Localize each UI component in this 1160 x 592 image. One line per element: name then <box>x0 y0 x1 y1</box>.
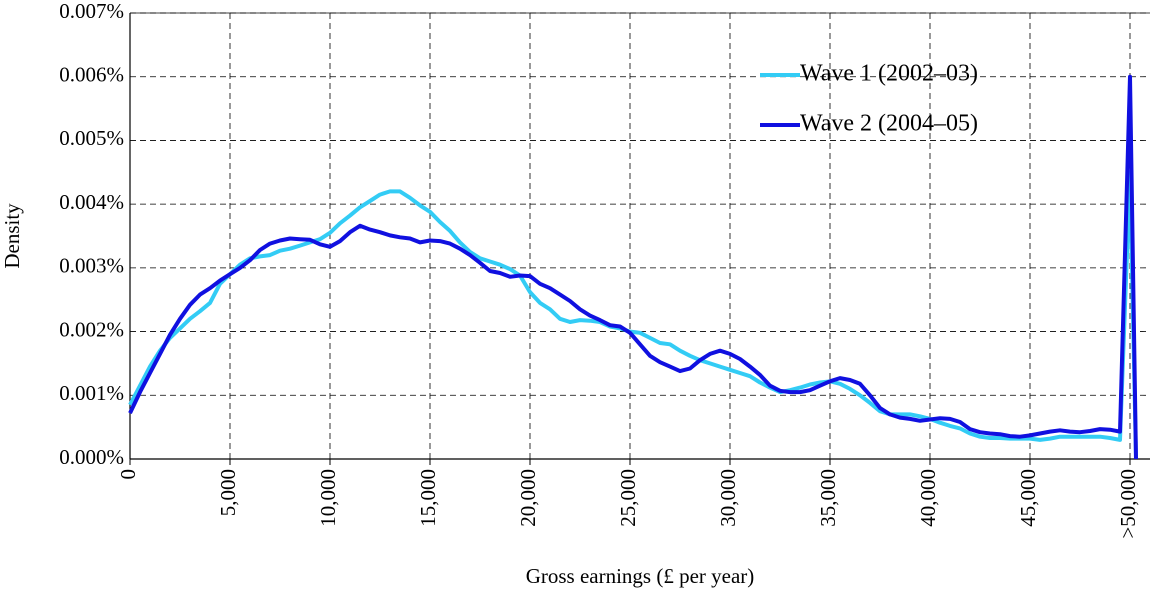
x-tick-label: 15,000 <box>416 469 440 527</box>
legend-label: Wave 1 (2002–03) <box>800 61 978 87</box>
series-line <box>128 170 1138 460</box>
x-tick-label: 25,000 <box>616 469 640 527</box>
y-tick-label: 0.007% <box>59 0 124 23</box>
y-tick-label: 0.004% <box>59 190 124 214</box>
legend-label: Wave 2 (2004–05) <box>800 111 978 137</box>
y-tick-label: 0.001% <box>59 381 124 405</box>
y-tick-label: 0.002% <box>59 317 124 341</box>
y-tick-label: 0.005% <box>59 126 124 150</box>
x-axis-label: Gross earnings (£ per year) <box>526 564 755 588</box>
x-tick-label: 10,000 <box>316 469 340 527</box>
x-tick-label: 5,000 <box>216 469 240 516</box>
x-tick-label: 45,000 <box>1016 469 1040 527</box>
x-tick-label: 40,000 <box>916 469 940 527</box>
x-tick-label: 20,000 <box>516 469 540 527</box>
series-line <box>128 74 1138 460</box>
x-tick-label: 35,000 <box>816 469 840 527</box>
x-tick-label: 30,000 <box>716 469 740 527</box>
y-tick-label: 0.003% <box>59 254 124 278</box>
x-tick-label: 0 <box>116 469 140 480</box>
y-tick-label: 0.000% <box>59 445 124 469</box>
y-axis-label: Density <box>0 203 24 269</box>
x-tick-label: >50,000 <box>1116 469 1140 539</box>
y-tick-label: 0.006% <box>59 63 124 87</box>
